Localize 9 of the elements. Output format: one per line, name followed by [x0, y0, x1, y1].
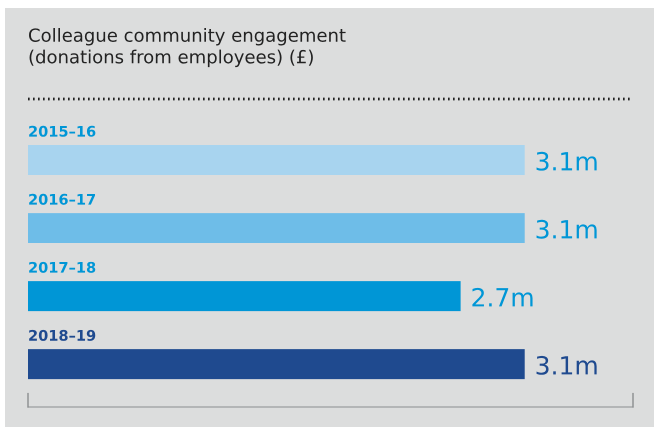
y-tick-label: 2017–18	[29, 262, 96, 273]
y-tick-label: 2018–19	[29, 330, 96, 341]
chart-title: Colleague community engagement (donations from employees) (£)	[29, 28, 346, 68]
data-label: 3.1m	[536, 220, 597, 239]
y-tick-label: 2015–16	[29, 126, 96, 137]
data-label: 3.1m	[536, 152, 597, 171]
data-label: 2.7m	[472, 288, 533, 306]
data-label: 3.1m	[536, 356, 597, 375]
y-tick-label: 2016–17	[29, 194, 96, 205]
